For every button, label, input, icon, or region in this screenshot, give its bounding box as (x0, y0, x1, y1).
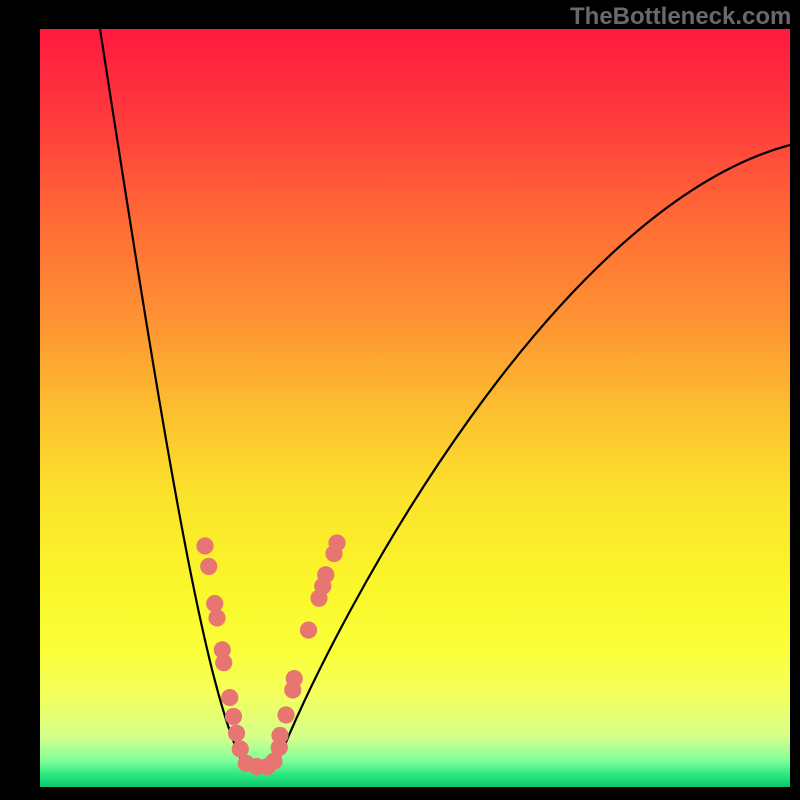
data-marker (328, 534, 345, 551)
data-marker (228, 725, 245, 742)
data-marker (271, 727, 288, 744)
data-marker (225, 708, 242, 725)
data-marker (300, 621, 317, 638)
frame-border (790, 0, 800, 800)
watermark-text: TheBottleneck.com (570, 3, 791, 31)
data-marker (206, 595, 223, 612)
data-marker (215, 654, 232, 671)
data-marker (317, 566, 334, 583)
frame-border (0, 787, 800, 800)
data-marker (196, 537, 213, 554)
plot-area (40, 29, 790, 787)
data-marker (208, 609, 225, 626)
data-marker (221, 689, 238, 706)
data-marker (286, 670, 303, 687)
data-marker (200, 558, 217, 575)
gradient-background (40, 29, 790, 787)
data-marker (277, 706, 294, 723)
frame-border (0, 0, 40, 800)
